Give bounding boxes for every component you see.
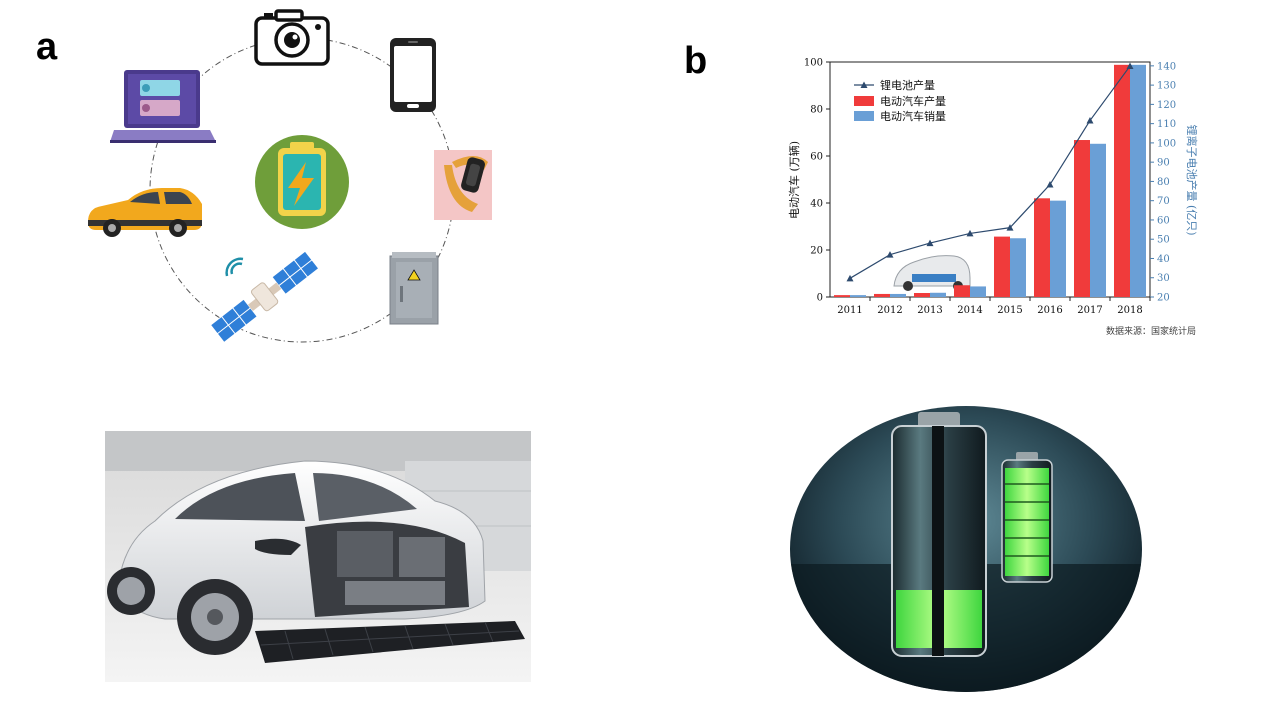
legend-label-production: 电动汽车产量 (880, 94, 946, 108)
lithium-line (849, 65, 1131, 279)
right-axis-label: 锂离子电池产量 (亿只) (1185, 124, 1199, 235)
x-axis: 2011 2012 2013 2014 2015 2016 2017 2018 (837, 297, 1151, 316)
production-bar (914, 293, 930, 297)
right-tick-label: 60 (1157, 215, 1170, 226)
bar-series (834, 64, 1146, 297)
production-bar (1114, 64, 1130, 297)
sales-bar (890, 293, 906, 297)
lithium-point (1046, 181, 1054, 188)
x-tick-label: 2017 (1077, 305, 1102, 316)
x-tick-label: 2018 (1117, 305, 1142, 316)
right-tick-label: 20 (1157, 293, 1170, 304)
lithium-point (926, 239, 934, 247)
sales-bar (1050, 200, 1066, 297)
battery-applications-diagram (88, 9, 492, 344)
panel-a-label: a (36, 26, 58, 68)
right-tick-label: 50 (1157, 235, 1170, 246)
laptop-icon (110, 70, 216, 143)
lithium-point (966, 229, 974, 237)
right-tick-label: 80 (1157, 177, 1170, 188)
sales-bar (1090, 143, 1106, 297)
left-axis: 0 20 40 60 80 100 (804, 58, 830, 304)
sales-bar (1130, 64, 1146, 297)
right-tick-label: 70 (1157, 196, 1170, 207)
right-tick-label: 90 (1157, 158, 1170, 169)
car-icon (88, 188, 202, 237)
left-tick-label: 60 (810, 152, 823, 163)
source-note: 数据来源：国家统计局 (1106, 325, 1196, 337)
left-axis-label: 电动汽车 (万辆) (787, 141, 801, 219)
electrical-cabinet-icon (389, 252, 439, 325)
x-tick-label: 2016 (1037, 305, 1062, 316)
right-tick-label: 40 (1157, 254, 1170, 265)
battery-charging-icon (255, 135, 349, 229)
x-tick-label: 2015 (997, 305, 1022, 316)
satellite-icon (209, 250, 320, 344)
lithium-point (846, 274, 854, 282)
x-tick-label: 2013 (917, 305, 942, 316)
inset-ev-image (893, 255, 971, 291)
left-tick-label: 0 (817, 293, 823, 304)
camera-icon (254, 9, 330, 66)
production-bar (874, 293, 890, 297)
left-tick-label: 100 (804, 58, 823, 69)
right-tick-label: 100 (1157, 138, 1176, 149)
production-bar (834, 295, 850, 297)
production-bar (1034, 198, 1050, 297)
smartwatch-icon (434, 150, 492, 220)
sales-bar (850, 295, 866, 297)
legend: 锂电池产量 电动汽车产量 电动汽车销量 (854, 78, 946, 123)
right-tick-label: 30 (1157, 273, 1170, 284)
ev-battery-chart: 0 20 40 60 80 100 20 30 40 50 60 70 80 90 100 110 120 13… (787, 58, 1199, 338)
sales-bar (1010, 238, 1026, 297)
lithium-point (886, 251, 894, 258)
right-tick-label: 110 (1157, 119, 1176, 130)
lithium-point (1006, 224, 1014, 231)
production-bar (954, 285, 970, 297)
x-tick-label: 2011 (837, 305, 862, 316)
production-bar (1074, 140, 1090, 297)
legend-label-sales: 电动汽车销量 (880, 109, 946, 123)
lithium-point (1126, 62, 1134, 70)
panel-b-label: b (684, 40, 708, 82)
legend-label-lithium: 锂电池产量 (880, 78, 935, 92)
left-tick-label: 40 (810, 199, 823, 210)
production-bar (994, 236, 1010, 297)
right-tick-label: 130 (1157, 81, 1176, 92)
x-tick-label: 2014 (957, 305, 982, 316)
left-tick-label: 80 (810, 105, 823, 116)
sales-bar (930, 292, 946, 297)
smartphone-icon (390, 38, 436, 112)
right-tick-label: 140 (1157, 61, 1176, 72)
left-tick-label: 20 (810, 246, 823, 257)
right-tick-label: 120 (1157, 100, 1176, 111)
x-tick-label: 2012 (877, 305, 902, 316)
lithium-point (1086, 117, 1094, 124)
ev-chassis-image (105, 431, 531, 682)
battery-glow-image (790, 406, 1142, 692)
line-series (846, 62, 1134, 282)
right-axis: 20 30 40 50 60 70 80 90 100 110 120 130 140 (1150, 61, 1176, 304)
signal-icon (230, 262, 243, 275)
sales-bar (970, 286, 986, 297)
